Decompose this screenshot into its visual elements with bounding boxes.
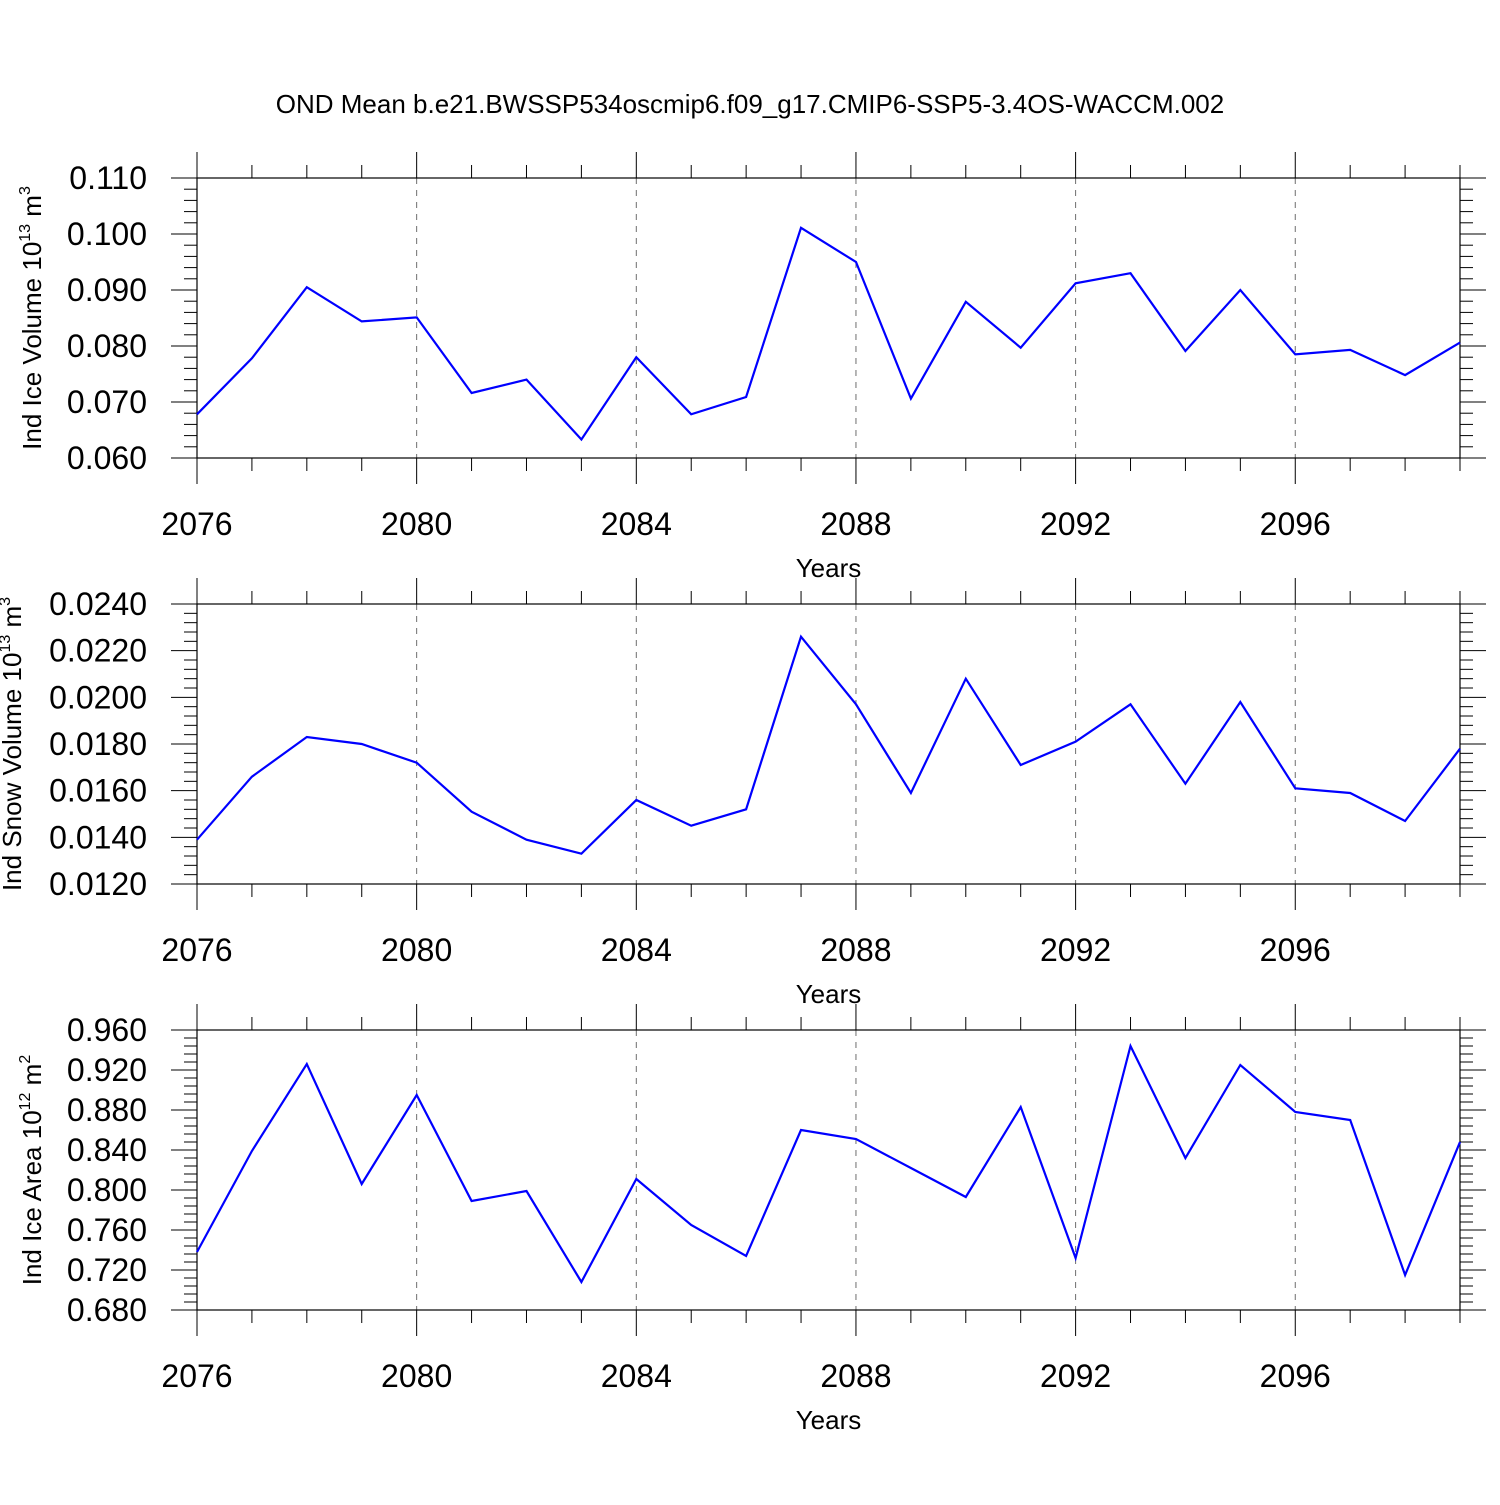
y-tick-label: 0.090 (67, 272, 147, 308)
chart-panel-3: 0.680 0.720 0.760 0.800 0.840 0.880 0.920 0.960… (17, 1004, 1486, 1435)
y-tick-label: 0.680 (67, 1292, 147, 1328)
y-tick-label: 0.760 (67, 1212, 147, 1248)
y-tick-label: 0.0120 (49, 866, 147, 902)
y-tick-label: 0.070 (67, 384, 147, 420)
y-tick-label: 0.960 (67, 1012, 147, 1048)
x-tick-label: 2092 (1040, 506, 1111, 542)
y-tick-label: 0.0220 (49, 633, 147, 669)
y-tick-label: 0.920 (67, 1052, 147, 1088)
x-tick-label: 2088 (820, 506, 891, 542)
y-tick-label: 0.840 (67, 1132, 147, 1168)
plot-frame (197, 178, 1460, 458)
y-axis-label: Ind Snow Volume 1013 m3 (0, 597, 27, 891)
x-tick-label: 2080 (381, 1358, 452, 1394)
x-axis-label: Years (796, 979, 862, 1009)
y-tick-label: 0.080 (67, 328, 147, 364)
chart-panel-1: 0.060 0.070 0.080 0.090 0.100 0.110 2076 2080 20… (17, 152, 1486, 583)
series-line (197, 1046, 1460, 1282)
y-tick-label: 0.0180 (49, 726, 147, 762)
y-tick-label: 0.110 (69, 160, 147, 196)
y-axis-label: Ind Ice Volume 1013 m3 (17, 186, 47, 450)
y-tick-label: 0.800 (67, 1172, 147, 1208)
x-tick-label: 2076 (161, 1358, 232, 1394)
x-tick-label: 2080 (381, 932, 452, 968)
y-tick-label: 0.720 (67, 1252, 147, 1288)
x-tick-label: 2080 (381, 506, 452, 542)
x-tick-label: 2092 (1040, 1358, 1111, 1394)
x-tick-label: 2084 (601, 506, 672, 542)
series-line (197, 637, 1460, 854)
x-tick-label: 2088 (820, 1358, 891, 1394)
y-tick-label: 0.100 (67, 216, 147, 252)
series-line (197, 228, 1460, 440)
chart-panel-2: 0.0120 0.0140 0.0160 0.0180 0.0200 0.0220 0.02… (0, 578, 1486, 1009)
plot-frame (197, 604, 1460, 884)
x-tick-label: 2088 (820, 932, 891, 968)
y-tick-label: 0.0160 (49, 773, 147, 809)
y-tick-label: 0.060 (67, 440, 147, 476)
x-tick-label: 2076 (161, 932, 232, 968)
figure-title: OND Mean b.e21.BWSSP534oscmip6.f09_g17.C… (276, 89, 1224, 119)
plots: 0.060 0.070 0.080 0.090 0.100 0.110 2076 2080 20… (0, 152, 1486, 1435)
y-tick-label: 0.880 (67, 1092, 147, 1128)
plot-frame (197, 1030, 1460, 1310)
x-axis-label: Years (796, 553, 862, 583)
x-tick-label: 2096 (1260, 1358, 1331, 1394)
y-tick-label: 0.0200 (49, 679, 147, 715)
x-tick-label: 2084 (601, 932, 672, 968)
y-tick-label: 0.0140 (49, 819, 147, 855)
x-tick-label: 2096 (1260, 506, 1331, 542)
y-tick-label: 0.0240 (49, 586, 147, 622)
x-axis-label: Years (796, 1405, 862, 1435)
x-tick-label: 2076 (161, 506, 232, 542)
y-axis-label: Ind Ice Area 1012 m2 (17, 1055, 47, 1286)
x-tick-label: 2084 (601, 1358, 672, 1394)
x-tick-label: 2092 (1040, 932, 1111, 968)
x-tick-label: 2096 (1260, 932, 1331, 968)
